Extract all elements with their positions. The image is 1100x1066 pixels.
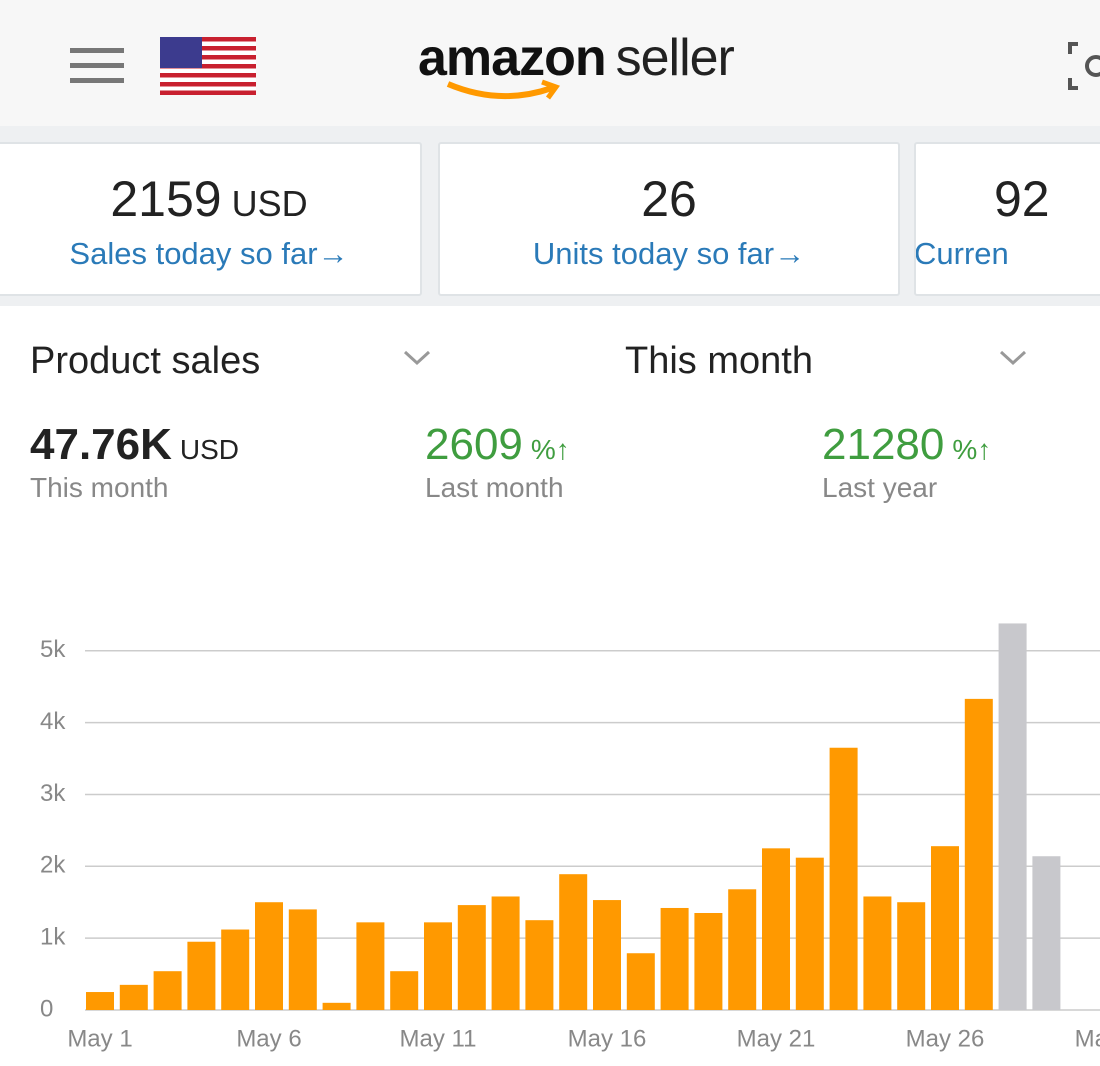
card-unit: USD <box>231 183 308 224</box>
logo-main: amazon <box>418 29 607 87</box>
card-number: 26 <box>641 171 697 227</box>
card[interactable]: 26 Units today so far→ <box>438 142 900 296</box>
bar <box>1032 856 1061 1010</box>
bar <box>964 698 993 1010</box>
bar <box>694 913 723 1010</box>
bar <box>660 907 689 1010</box>
logo-sub: seller <box>615 29 735 87</box>
bar <box>221 929 250 1010</box>
x-tick-label: May 1 <box>67 1025 132 1052</box>
y-tick-label: 4k <box>40 708 66 735</box>
flag-icon[interactable] <box>160 37 256 95</box>
y-tick-label: 5k <box>40 636 66 663</box>
stat-label: This month <box>30 472 169 503</box>
stat-label: Last month <box>425 472 564 503</box>
bar <box>863 896 892 1010</box>
logo: amazon seller <box>418 28 735 88</box>
card-label: Sales today so far→ <box>69 236 349 271</box>
bar <box>829 747 858 1010</box>
stat: 47.76K USD This month <box>30 420 239 504</box>
x-tick-label: May 21 <box>737 1025 816 1052</box>
menu-icon[interactable] <box>68 46 128 86</box>
bar <box>255 902 283 1010</box>
logo-smile <box>446 79 560 100</box>
card-number: 92 <box>994 171 1050 227</box>
camera-icon[interactable] <box>1066 36 1100 96</box>
bar <box>931 846 959 1010</box>
bar <box>728 889 757 1010</box>
card-value: 26 <box>440 170 898 228</box>
bar <box>626 953 655 1010</box>
x-tick-label: May 31 <box>1075 1025 1100 1052</box>
bar <box>356 922 385 1010</box>
bar <box>559 874 588 1010</box>
x-tick-label: May 11 <box>400 1025 477 1052</box>
bar <box>593 900 621 1010</box>
stat-unit: %↑ <box>952 434 992 465</box>
bar <box>322 1002 351 1010</box>
bar <box>288 909 317 1010</box>
card-label: Units today so far→ <box>532 236 806 271</box>
stat-number: 2609 <box>425 420 523 469</box>
bar <box>153 971 182 1010</box>
y-tick-label: 2k <box>40 852 66 879</box>
stat: 2609 %↑ Last month <box>425 420 570 504</box>
bar <box>457 905 486 1010</box>
period-dropdown[interactable]: This month <box>625 340 813 382</box>
card-number: 2159 <box>110 171 222 227</box>
card-row: 2159 USD Sales today so far→ 26 Units tod… <box>0 126 1100 306</box>
stat-value: 2609 %↑ <box>425 420 570 470</box>
card-value: 92 <box>994 170 1100 228</box>
y-tick-label: 3k <box>40 780 66 807</box>
y-tick-label: 0 <box>40 995 53 1022</box>
bar <box>998 623 1027 1010</box>
metric-dropdown[interactable]: Product sales <box>30 340 261 382</box>
bar <box>525 920 554 1010</box>
card[interactable]: 2159 USD Sales today so far→ <box>0 142 422 296</box>
card[interactable]: 92 Curren <box>914 142 1100 296</box>
bar <box>491 896 520 1010</box>
bar <box>119 984 148 1010</box>
chart: 0 1k 2k 3k 4k 5k May 1 May 6 May 11 May 16 May 21 M… <box>40 623 1100 1052</box>
bar <box>762 848 790 1010</box>
bar <box>897 902 926 1010</box>
x-tick-label: May 16 <box>568 1025 647 1052</box>
stat-unit: USD <box>179 434 240 465</box>
bar <box>86 992 114 1010</box>
card-value: 2159 USD <box>0 170 420 228</box>
chevron[interactable] <box>998 348 1028 368</box>
x-tick-label: May 6 <box>236 1025 301 1052</box>
bar <box>795 857 824 1010</box>
chevron[interactable] <box>402 348 432 368</box>
stat-number: 47.76K <box>30 420 172 469</box>
y-tick-label: 1k <box>40 923 66 950</box>
stat-unit: %↑ <box>530 434 570 465</box>
card-label: Curren <box>914 236 1009 271</box>
stat-number: 21280 <box>822 420 945 469</box>
bar <box>187 941 216 1010</box>
stat-value: 47.76K USD <box>30 420 239 470</box>
bar <box>424 922 452 1010</box>
x-tick-label: May 26 <box>906 1025 985 1052</box>
stat-label: Last year <box>822 472 938 503</box>
stat-value: 21280 %↑ <box>822 420 991 470</box>
bar <box>390 971 419 1010</box>
top-bar: amazon seller <box>0 0 1100 127</box>
stat: 21280 %↑ Last year <box>822 420 991 504</box>
